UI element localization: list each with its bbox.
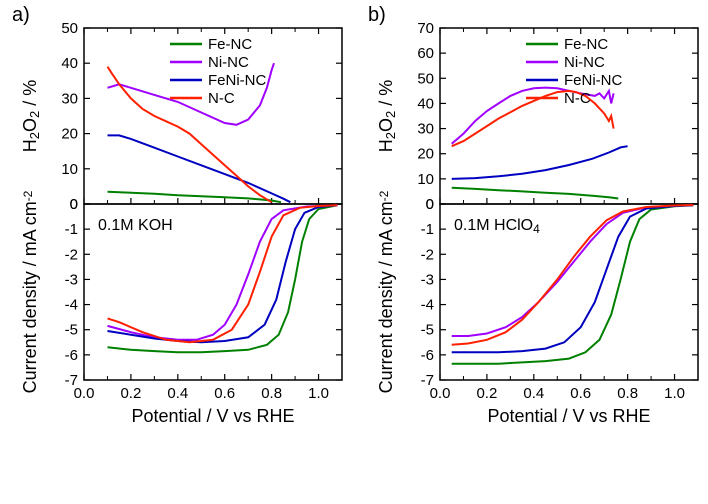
x-axis-label: Potential / V vs RHE	[131, 406, 294, 426]
legend-label: FeNi-NC	[208, 72, 266, 89]
legend-label: N-C	[208, 90, 235, 107]
y-tick-label: -7	[421, 372, 434, 389]
svg-text:H2O2 / %: H2O2 / %	[20, 80, 42, 153]
y-tick-label: -2	[65, 246, 78, 263]
y-tick-label: 50	[61, 20, 78, 37]
legend-label: Fe-NC	[208, 36, 252, 53]
series-FeNi-NC	[452, 146, 628, 179]
legend-label: Ni-NC	[564, 54, 605, 71]
svg-text:H2O2 / %: H2O2 / %	[376, 80, 398, 153]
x-tick-label: 0.8	[617, 385, 638, 402]
y-tick-label: -1	[65, 221, 78, 238]
y-tick-label: 10	[61, 161, 78, 178]
y-tick-label: -5	[421, 322, 434, 339]
x-tick-label: 0.6	[570, 385, 591, 402]
x-tick-label: 0.6	[214, 385, 235, 402]
electrolyte-label: 0.1M KOH	[98, 217, 173, 234]
y-tick-label: -3	[421, 271, 434, 288]
y-tick-label: 40	[417, 95, 434, 112]
y-axis-label-top: H2O2 / %	[20, 80, 42, 153]
y-tick-label: -1	[421, 221, 434, 238]
legend: Fe-NCNi-NCFeNi-NCN-C	[170, 36, 266, 107]
legend: Fe-NCNi-NCFeNi-NCN-C	[526, 36, 622, 107]
x-tick-label: 0.4	[523, 385, 544, 402]
figure-svg: 0.00.20.40.60.81.001020304050-7-6-5-4-3-…	[0, 0, 708, 504]
y-tick-label: 60	[417, 45, 434, 62]
legend-label: N-C	[564, 90, 591, 107]
x-axis-label: Potential / V vs RHE	[487, 406, 650, 426]
y-tick-label: -2	[421, 246, 434, 263]
y-tick-label: 20	[417, 146, 434, 163]
y-tick-label: 40	[61, 55, 78, 72]
y-tick-label: 0	[70, 196, 78, 213]
x-tick-label: 1.0	[664, 385, 685, 402]
y-tick-label: 20	[61, 126, 78, 143]
y-tick-label: 30	[417, 121, 434, 138]
y-tick-label: 0	[426, 196, 434, 213]
y-tick-label: 30	[61, 90, 78, 107]
y-axis-label-bottom: Current density / mA cm-2	[20, 190, 40, 393]
y-axis-label-top: H2O2 / %	[376, 80, 398, 153]
x-tick-label: 1.0	[308, 385, 329, 402]
svg-text:Current density / mA cm-2: Current density / mA cm-2	[376, 190, 396, 393]
x-tick-label: 0.4	[167, 385, 188, 402]
y-tick-label: -4	[421, 297, 434, 314]
x-tick-label: 0.8	[261, 385, 282, 402]
y-tick-label: -3	[65, 271, 78, 288]
legend-label: FeNi-NC	[564, 72, 622, 89]
x-tick-label: 0.2	[476, 385, 497, 402]
y-tick-label: -6	[65, 347, 78, 364]
y-tick-label: -7	[65, 372, 78, 389]
y-tick-label: -4	[65, 297, 78, 314]
y-tick-label: -5	[65, 322, 78, 339]
y-tick-label: -6	[421, 347, 434, 364]
x-tick-label: 0.2	[120, 385, 141, 402]
legend-label: Fe-NC	[564, 36, 608, 53]
y-tick-label: 10	[417, 171, 434, 188]
y-tick-label: 50	[417, 70, 434, 87]
series-Fe-NC	[452, 188, 619, 199]
legend-label: Ni-NC	[208, 54, 249, 71]
series-Fe-NC	[108, 192, 282, 203]
svg-text:Current density / mA cm-2: Current density / mA cm-2	[20, 190, 40, 393]
y-axis-label-bottom: Current density / mA cm-2	[376, 190, 396, 393]
electrolyte-label: 0.1M HClO4	[454, 217, 540, 236]
y-tick-label: 70	[417, 20, 434, 37]
